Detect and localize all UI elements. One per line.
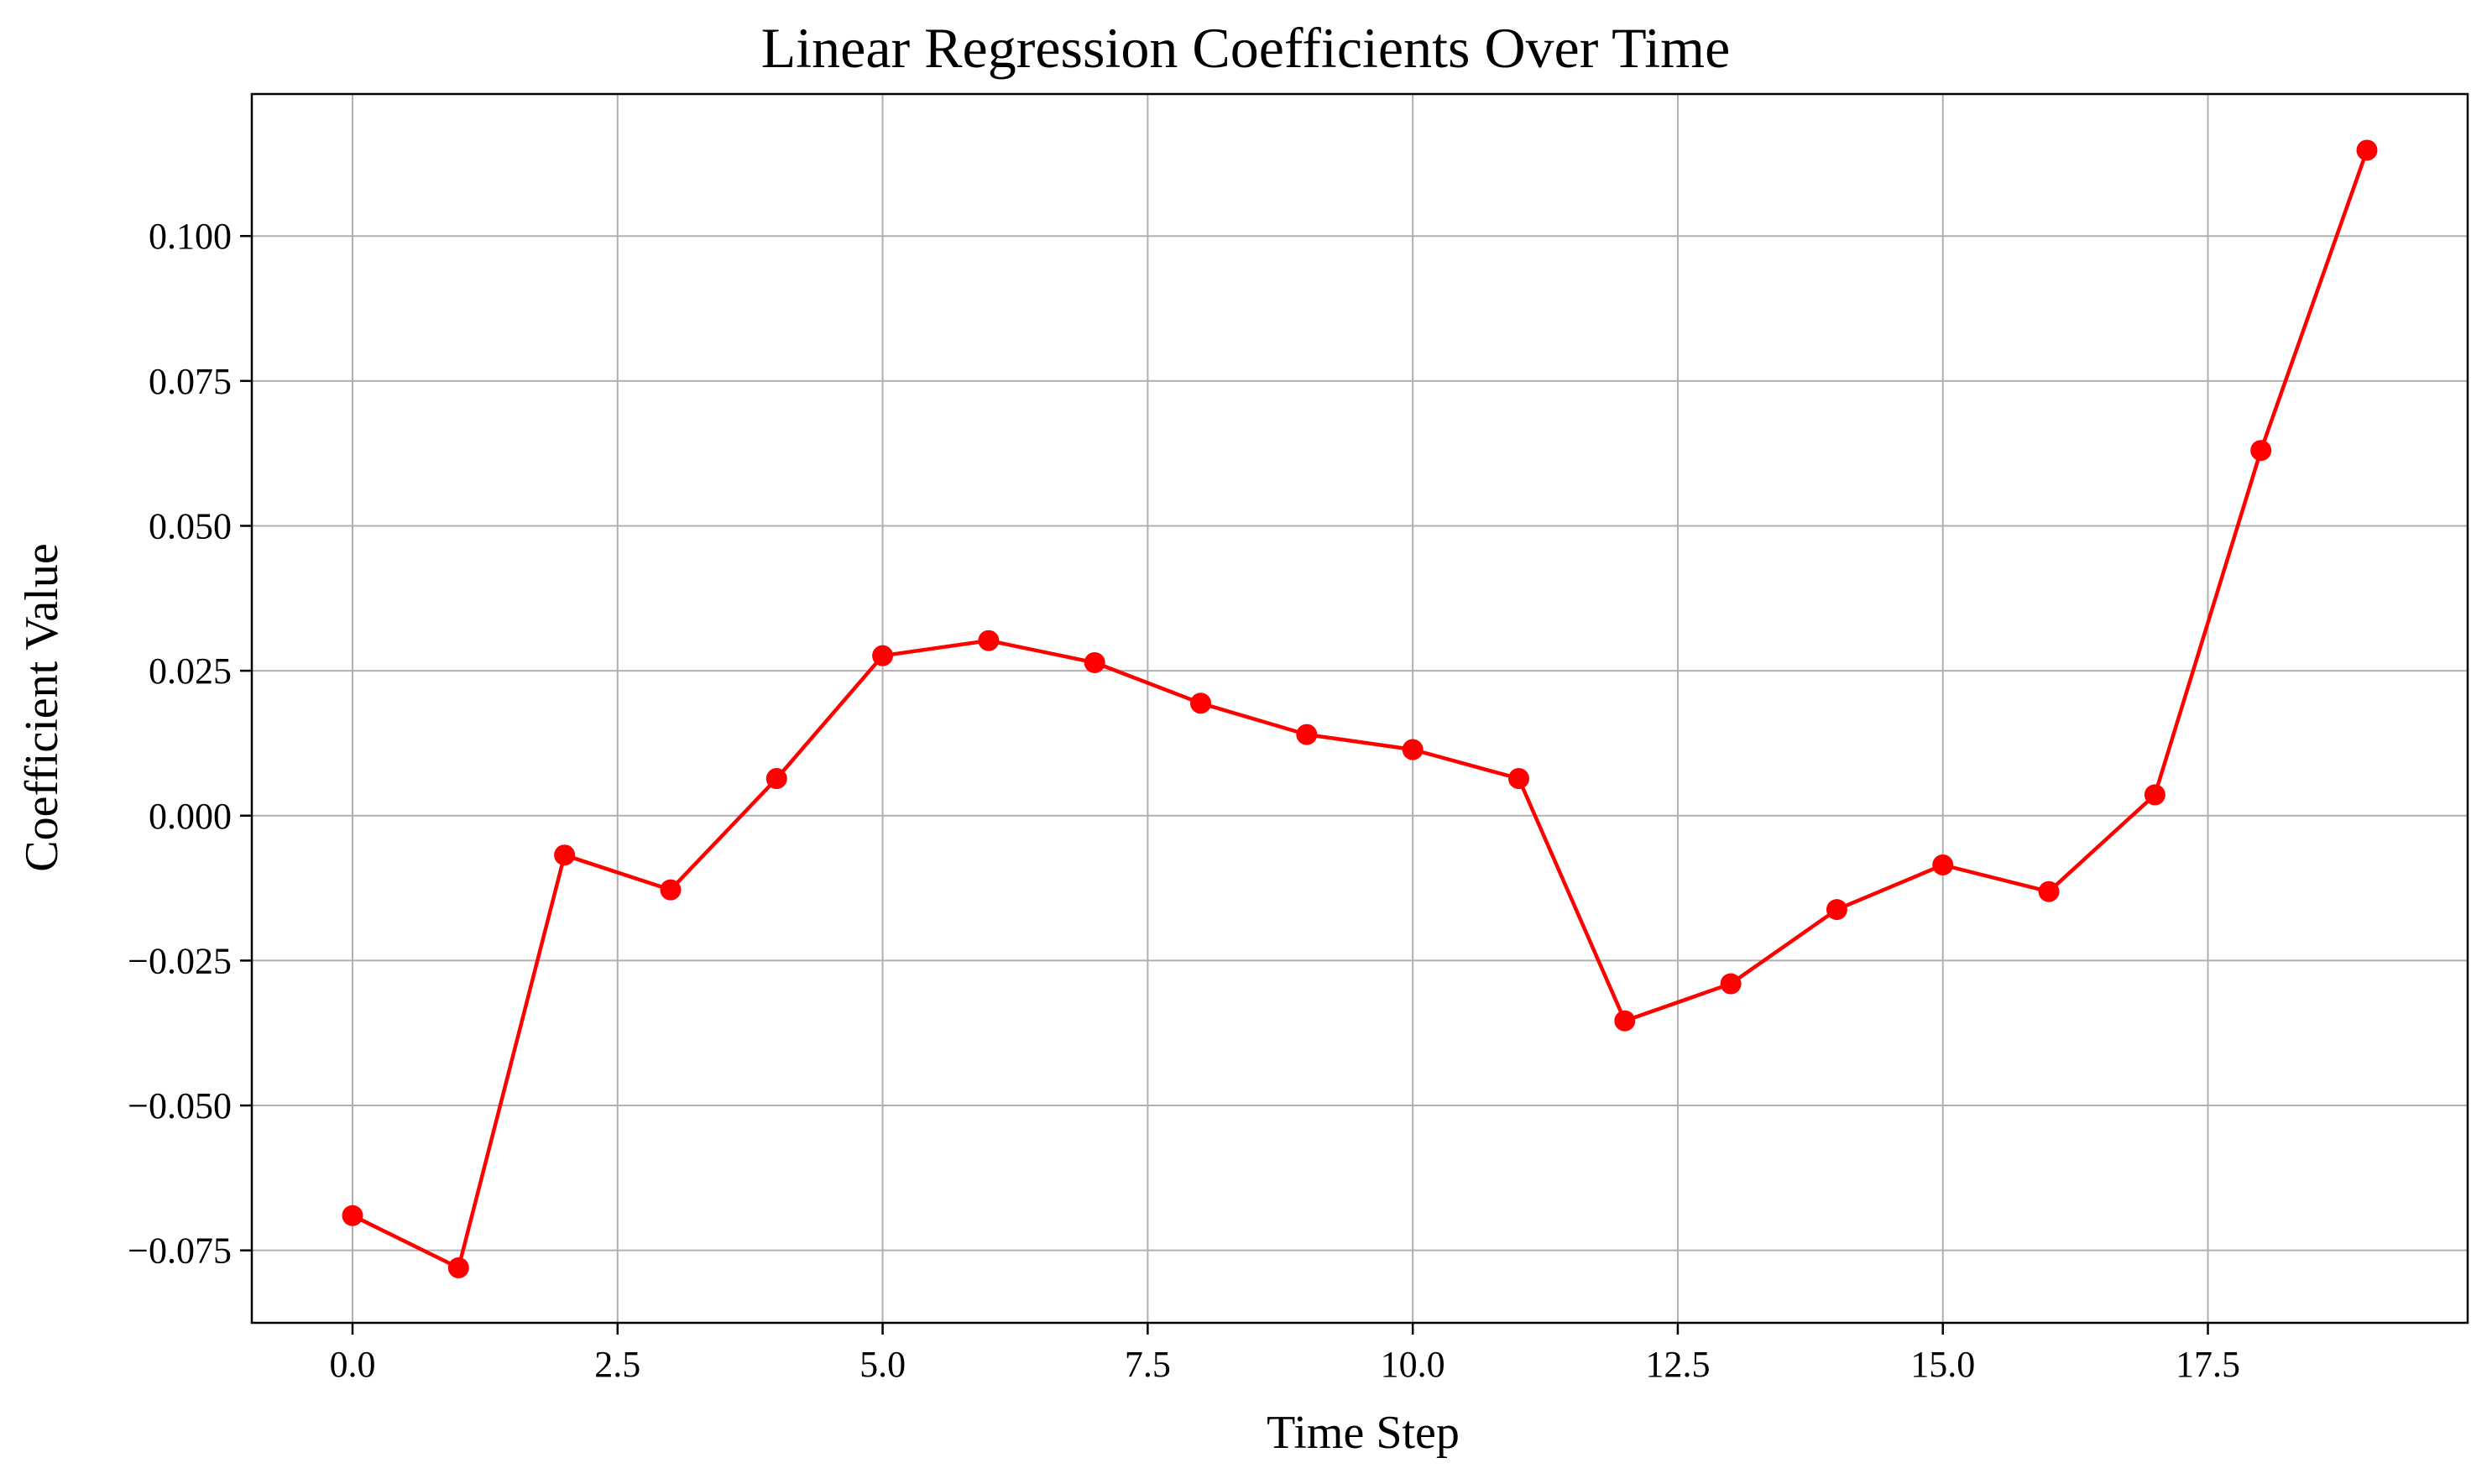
data-point — [2356, 139, 2378, 161]
x-tick-label: 2.5 — [594, 1344, 640, 1385]
data-point — [342, 1204, 363, 1226]
data-point — [2250, 440, 2272, 462]
x-tick-label: 7.5 — [1125, 1344, 1171, 1385]
data-point — [978, 630, 1000, 651]
data-point — [2038, 880, 2060, 902]
x-tick-label: 15.0 — [1910, 1344, 1975, 1385]
y-tick-label: 0.100 — [149, 216, 232, 257]
data-point — [554, 844, 576, 866]
data-point — [1614, 1010, 1636, 1032]
x-tick-label: 5.0 — [859, 1344, 906, 1385]
y-tick-label: −0.075 — [128, 1231, 232, 1272]
data-point — [1932, 854, 1954, 875]
x-tick-label: 10.0 — [1381, 1344, 1445, 1385]
data-point — [765, 768, 787, 790]
series-line — [352, 149, 2369, 1270]
data-point — [1190, 692, 1212, 714]
series-layer — [342, 139, 2378, 1278]
tick-layer: 0.0 2.5 5.0 7.5 10.0 12.5 15.0 17.5 −0.075 −0.050… — [128, 216, 2240, 1385]
x-tick-label: 0.0 — [330, 1344, 376, 1385]
x-tick-label: 17.5 — [2176, 1344, 2240, 1385]
grid-layer — [252, 94, 2468, 1323]
x-axis-label: Time Step — [1267, 1407, 1460, 1459]
data-point — [1507, 768, 1529, 790]
x-tick-label: 12.5 — [1645, 1344, 1710, 1385]
data-point — [1084, 651, 1105, 673]
data-point — [1720, 973, 1742, 995]
y-tick-label: 0.050 — [149, 505, 232, 546]
data-point — [447, 1257, 469, 1278]
y-axis-label: Coefficient Value — [16, 543, 68, 871]
data-point — [872, 645, 894, 666]
y-tick-label: 0.075 — [149, 361, 232, 402]
data-point — [1296, 724, 1318, 745]
y-tick-label: −0.050 — [128, 1085, 232, 1126]
chart-title: Linear Regression Coefficients Over Time — [761, 16, 1731, 80]
y-tick-label: 0.025 — [149, 651, 232, 692]
data-point — [1402, 739, 1424, 760]
y-tick-label: 0.000 — [149, 796, 232, 837]
y-tick-label: −0.025 — [128, 940, 232, 981]
data-point — [1826, 899, 1847, 921]
data-point — [2144, 784, 2165, 806]
plot-area-frame — [250, 92, 2469, 1325]
data-point — [660, 879, 682, 901]
